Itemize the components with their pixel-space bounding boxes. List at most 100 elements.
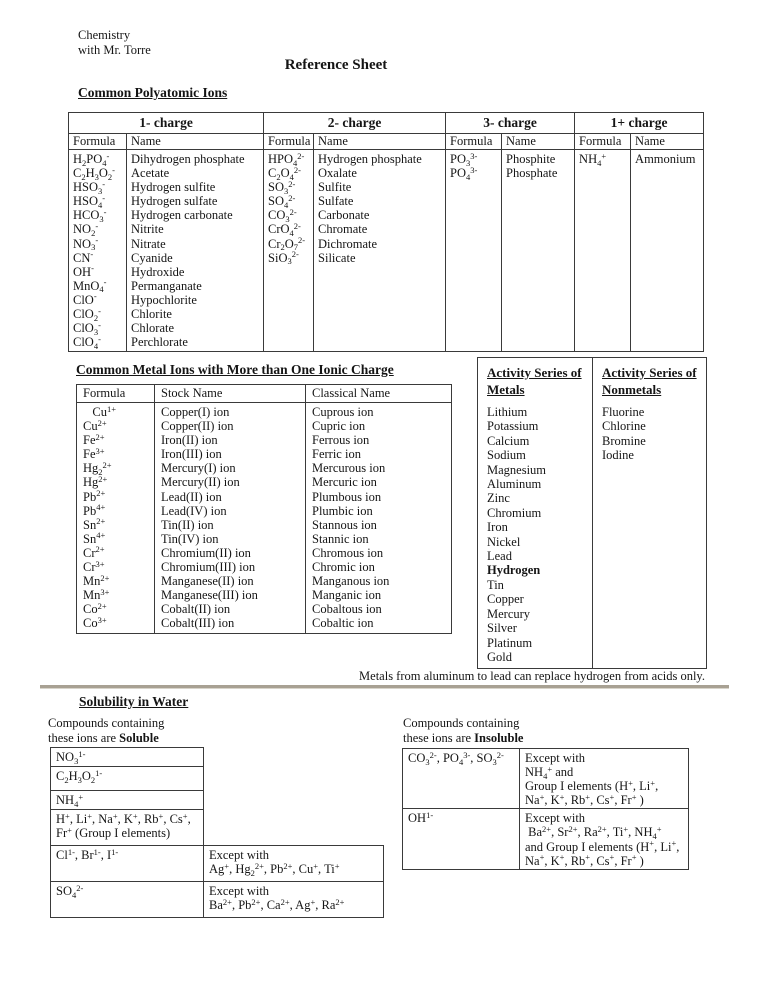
exception-line: NH4+ and — [525, 763, 574, 781]
table-row: H+, Li+, Na+, K+, Rb+, Cs+, Fr+ (Group I … — [50, 809, 384, 846]
name-line: Cuprous ion — [312, 405, 374, 419]
formula-cell: Cu1+ Cu2+ Fe2+ Fe3+ Hg22+ Hg2+ Pb2+ Pb4+ Sn2+ Sn4… — [76, 402, 155, 634]
name-line: Chromium(III) ion — [161, 560, 256, 575]
formula-line: Pb4+ — [83, 502, 106, 518]
soluble-label-line1: Compounds containing — [48, 716, 165, 730]
page-title: Reference Sheet — [284, 57, 388, 73]
name-line: Copper(I) ion — [161, 405, 230, 419]
activity-series-box: Activity Series of Metals Lithium Potassi… — [477, 357, 707, 669]
activity-series-metals: Activity Series of Metals Lithium Potassi… — [478, 358, 592, 668]
column-header: Formula — [263, 133, 315, 150]
formula-line: NH4+ — [579, 150, 607, 168]
name-line: Lead(II) ion — [161, 489, 222, 504]
name-line: Chlorite — [131, 307, 172, 322]
column-header: Formula — [445, 133, 503, 150]
formula-line: Fe2+ — [83, 431, 105, 448]
exception-line: Group I elements (H+, Li+, — [525, 777, 659, 794]
ion-cell: NH4+ — [50, 790, 204, 810]
course-line2: with Mr. Torre — [78, 43, 151, 57]
exception-line: Except with — [525, 811, 586, 826]
name-line: Hypochlorite — [131, 292, 197, 307]
name-line: Cobalt(III) ion — [161, 616, 235, 631]
formula-line: C2O42- — [268, 164, 301, 182]
table-row: CO32-, PO43-, SO32- Except with NH4+ and Gr… — [402, 747, 689, 810]
formula-line: Cl1-, Br1-, I1- — [56, 846, 119, 862]
name-line: Tin(II) ion — [161, 517, 214, 532]
name-line: Manganic ion — [312, 588, 382, 603]
activity-nonmetal-item: Iodine — [602, 448, 634, 463]
name-line: Carbonate — [318, 208, 370, 223]
stock-name-cell: Copper(I) ion Copper(II) ion Iron(II) ion I… — [154, 402, 306, 634]
activity-metal-item: Tin — [487, 577, 504, 592]
table-row: NH4+ — [50, 790, 384, 810]
column-header: Name — [630, 133, 705, 150]
formula-line: PO43- — [450, 164, 478, 182]
formula-line: Fe3+ — [83, 445, 105, 462]
activity-metal-item: Silver — [487, 621, 517, 636]
name-line: Perchlorate — [131, 335, 188, 350]
name-line: Chromic ion — [312, 560, 375, 575]
insoluble-table: CO32-, PO43-, SO32- Except with NH4+ and Gr… — [402, 747, 689, 870]
name-line: Cupric ion — [312, 419, 366, 434]
table-row: C2H3O21- — [50, 766, 384, 791]
activity-nonmetal-item: Chlorine — [602, 419, 646, 434]
name-line: Mercury(I) ion — [161, 461, 236, 476]
empty-cell — [204, 791, 384, 810]
classical-name-cell: Cuprous ion Cupric ion Ferrous ion Ferric i… — [305, 402, 452, 634]
exception-line: Except with — [209, 848, 270, 862]
formula-line: Sn4+ — [83, 530, 106, 546]
name-line: Chromium(II) ion — [161, 545, 251, 560]
exception-cell: Except with Ba2+, Pb2+, Ca2+, Ag+, Ra2+ — [203, 881, 384, 918]
column-header: Stock Name — [154, 384, 306, 403]
name-line: Mercurous ion — [312, 461, 386, 476]
column-header: Name — [125, 133, 265, 150]
name-line: Hydrogen phosphate — [318, 152, 422, 166]
table-row: Cl1-, Br1-, I1- Except with Ag+, Hg22+, Pb… — [50, 845, 384, 882]
formula-line: SiO32- — [268, 249, 299, 267]
name-cell: Ammonium — [630, 148, 705, 353]
column-header-row: Formula Name Formula Name Formula Name Formula… — [68, 133, 705, 150]
activity-metal-item: Potassium — [487, 419, 539, 434]
ion-cell: NO31- — [50, 747, 204, 767]
activity-nonmetal-item: Fluorine — [602, 405, 645, 419]
name-line: Ferrous ion — [312, 433, 370, 448]
charge-group-header: 2- charge — [263, 112, 447, 134]
formula-line: ClO2- — [73, 305, 101, 323]
column-header: Formula — [574, 133, 632, 150]
formula-cell: PO33- PO43- — [445, 148, 503, 353]
activity-metal-item: Platinum — [487, 635, 533, 650]
name-line: Chromate — [318, 222, 368, 237]
formula-line: C2H3O2- — [73, 164, 115, 182]
activity-metal-item: Copper — [487, 592, 524, 607]
table-row: OH1- Except with Ba2+, Sr2+, Ra2+, Ti+, N… — [402, 808, 689, 870]
activity-nonmetal-item: Bromine — [602, 433, 646, 448]
exception-line: Ba2+, Sr2+, Ra2+, Ti+, NH4+ — [525, 823, 662, 841]
name-line: Silicate — [318, 250, 356, 265]
formula-line: HSO3- — [73, 178, 106, 196]
exception-cell: Except with Ag+, Hg22+, Pb2+, Cu+, Ti+ — [203, 845, 384, 882]
activity-series-nonmetals: Activity Series of Nonmetals Fluorine Chl… — [592, 358, 706, 668]
formula-cell: H2PO4- C2H3O2- HSO3- HSO4- HCO3- NO2- NO3- CN- O… — [68, 148, 127, 353]
name-line: Stannous ion — [312, 517, 377, 532]
empty-cell — [204, 810, 384, 846]
exception-line: Na+, K+, Rb+, Cs+, Fr+ ) — [525, 791, 644, 808]
exception-line: Except with — [209, 884, 270, 898]
activity-metal-item: Iron — [487, 520, 508, 535]
formula-line: HCO3- — [73, 206, 107, 224]
formula-line: H2PO4- — [73, 150, 110, 168]
name-line: Phosphite — [506, 152, 556, 166]
activity-metal-item: Magnesium — [487, 462, 547, 477]
formula-line: Hg22+ — [83, 459, 112, 477]
ion-cell: Cl1-, Br1-, I1- — [50, 845, 204, 882]
formula-line: Co2+ — [83, 600, 107, 617]
formula-line: Sn2+ — [83, 516, 106, 532]
formula-line: CN- — [73, 249, 94, 265]
charge-group-header: 3- charge — [445, 112, 576, 134]
table-row: NO31- — [50, 747, 384, 767]
activity-metal-item: Chromium — [487, 505, 542, 520]
formula-line: HPO42- — [268, 150, 305, 168]
name-line: Mercuric ion — [312, 475, 377, 490]
empty-cell — [204, 748, 384, 767]
formula-line: ClO- — [73, 291, 97, 307]
activity-metal-item: Lithium — [487, 405, 528, 419]
